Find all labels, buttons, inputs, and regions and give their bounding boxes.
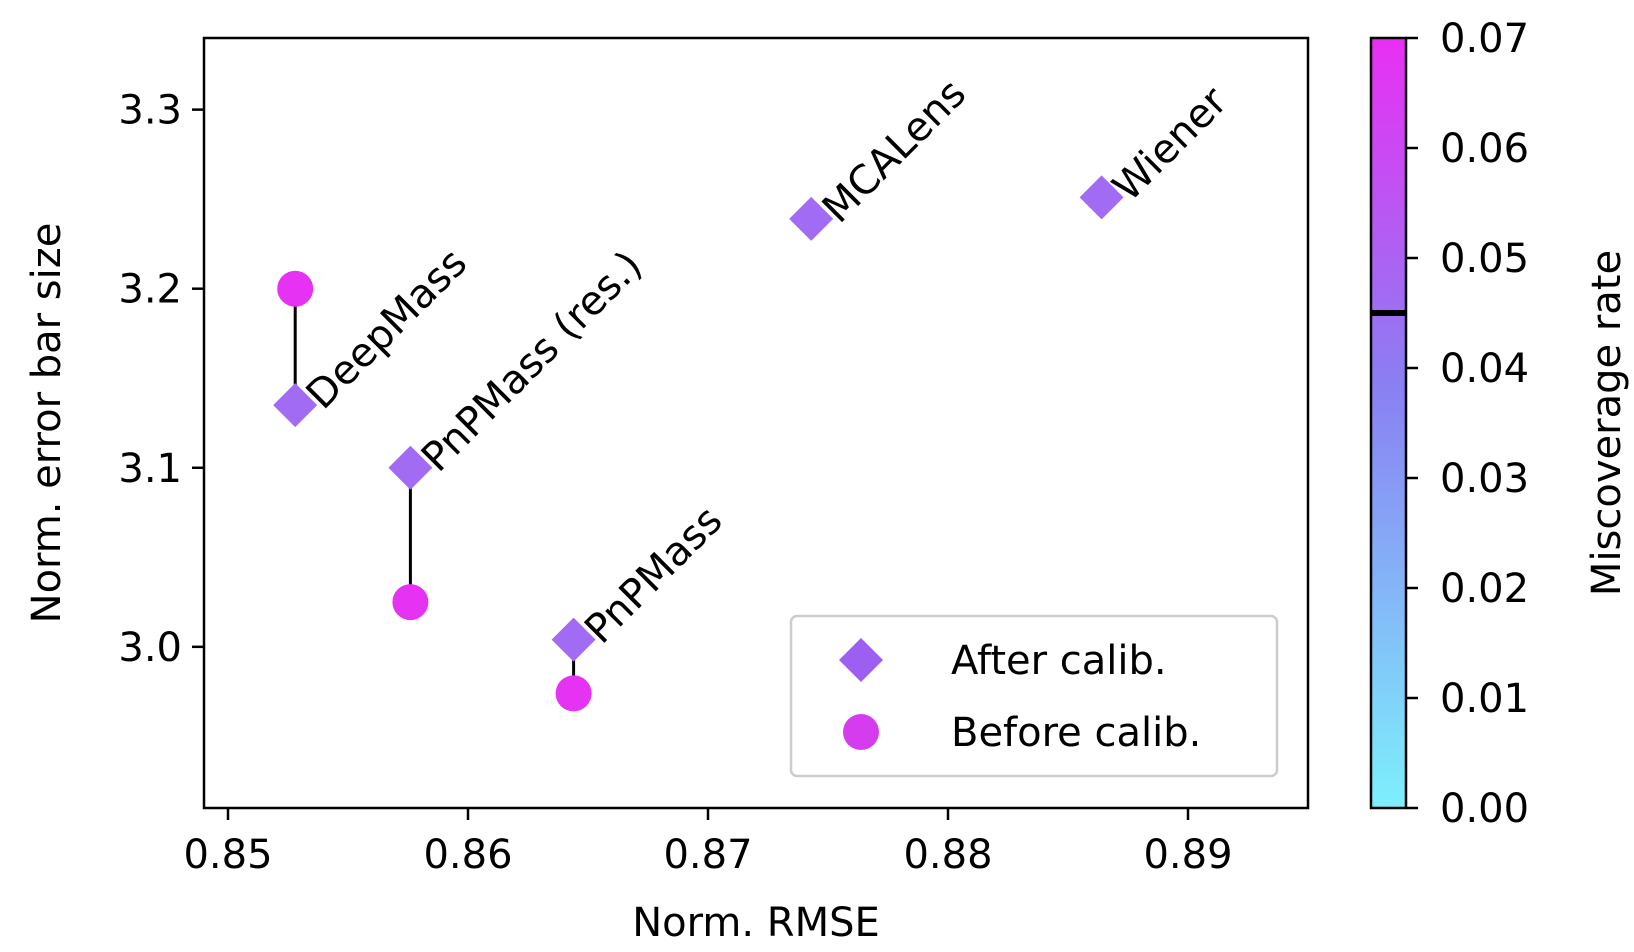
legend-box	[789, 614, 1279, 778]
after-calib-point	[789, 196, 834, 241]
colorbar-tick-label: 0.07	[1440, 16, 1529, 62]
x-axis-label: Norm. RMSE	[632, 900, 880, 946]
x-tick-label: 0.86	[423, 832, 512, 878]
colorbar: 0.00 0.01 0.02 0.03 0.04 0.05 0.06 0.07	[1369, 16, 1529, 832]
after-calib-point	[388, 445, 433, 490]
x-tick-label: 0.87	[663, 832, 752, 878]
colorbar-tick-label: 0.02	[1440, 566, 1529, 612]
x-tick-label: 0.89	[1143, 832, 1232, 878]
colorbar-tick-label: 0.04	[1440, 346, 1529, 392]
x-tick-label: 0.85	[183, 832, 272, 878]
y-axis-label: Norm. error bar size	[24, 223, 70, 624]
legend-marker-after	[839, 638, 883, 682]
legend-label: After calib.	[951, 638, 1167, 684]
y-tick-label: 3.3	[118, 88, 182, 134]
colorbar-tick-label: 0.01	[1440, 676, 1529, 722]
y-tick-label: 3.2	[118, 267, 182, 313]
colorbar-tick-label: 0.03	[1440, 456, 1529, 502]
before-calib-point	[555, 675, 592, 712]
after-calib-point	[273, 383, 318, 428]
colorbar-tick-label: 0.05	[1440, 236, 1529, 282]
y-tick-label: 3.0	[118, 625, 182, 671]
after-calib-point	[1079, 175, 1124, 220]
colorbar-tick-label: 0.06	[1440, 126, 1529, 172]
legend-label: Before calib.	[951, 710, 1201, 756]
colorbar-tick-label: 0.00	[1440, 786, 1529, 832]
after-calib-point	[551, 617, 596, 662]
before-calib-point	[392, 584, 429, 621]
colorbar-frame	[1369, 36, 1408, 810]
colorbar-label: Miscoverage rate	[1584, 250, 1630, 596]
colorbar-gradient	[1371, 38, 1406, 808]
y-tick-label: 3.1	[118, 446, 182, 492]
x-tick-label: 0.88	[903, 832, 992, 878]
legend: After calib. Before calib.	[789, 614, 1279, 778]
legend-marker-before	[843, 714, 879, 750]
before-calib-point	[277, 270, 314, 307]
plot-frame	[202, 36, 1310, 810]
